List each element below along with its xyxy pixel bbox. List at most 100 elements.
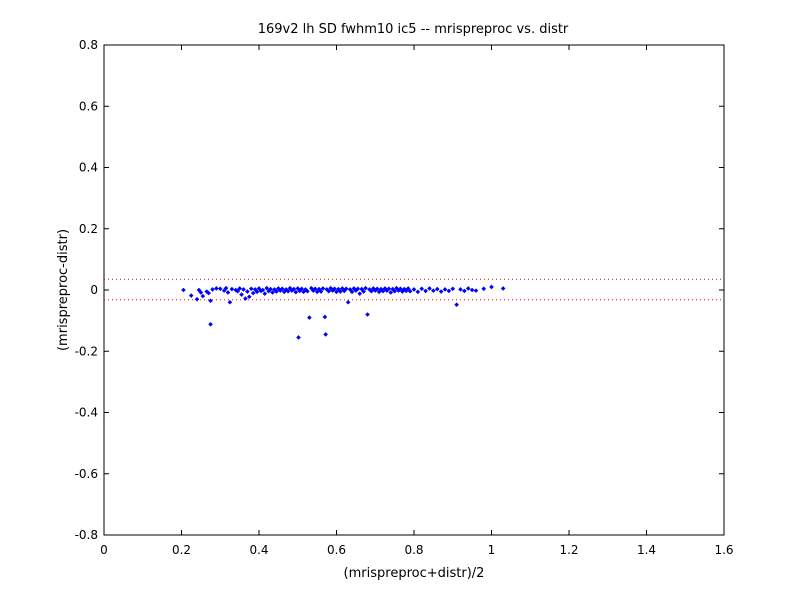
data-point [359, 286, 364, 292]
data-point [241, 287, 246, 292]
data-point [225, 290, 231, 295]
data-point [386, 286, 392, 292]
data-point [274, 289, 279, 294]
data-point [316, 286, 322, 292]
data-point [369, 288, 374, 294]
data-point [489, 284, 494, 290]
data-point [208, 298, 213, 304]
data-point [217, 286, 223, 292]
data-point [194, 296, 200, 302]
data-point [473, 288, 479, 293]
x-tick-label: 0.6 [327, 543, 346, 557]
data-point [320, 286, 326, 291]
data-point [431, 288, 436, 293]
y-tick-label: 0.2 [79, 222, 98, 236]
x-tick-label: 0.8 [404, 543, 423, 557]
x-axis-label: (mrispreproc+distr)/2 [344, 566, 485, 581]
data-point [338, 289, 343, 294]
reference-lines [104, 278, 724, 301]
data-point [279, 286, 285, 292]
data-point [403, 288, 409, 294]
data-point [419, 286, 425, 292]
data-point [188, 293, 194, 298]
data-point [438, 289, 444, 294]
data-point [227, 299, 233, 305]
data-point [235, 288, 240, 294]
data-point [264, 285, 270, 291]
data-point [376, 289, 382, 295]
x-tick-label: 1.2 [559, 543, 578, 557]
data-point [450, 286, 456, 292]
x-tick-label: 1.4 [637, 543, 656, 557]
y-axis-label: (mrispreproc-distr) [56, 229, 71, 351]
data-point [206, 290, 211, 296]
data-point [349, 289, 355, 295]
data-point [307, 315, 312, 320]
data-point [181, 287, 186, 293]
data-point [341, 288, 347, 294]
x-tick-label: 0.2 [172, 543, 191, 557]
data-point [229, 286, 235, 292]
data-point [343, 286, 349, 292]
data-point [322, 314, 328, 320]
data-point [469, 287, 475, 293]
data-point [314, 289, 320, 295]
y-tick-label: 0 [90, 283, 98, 297]
data-point [214, 286, 219, 291]
data-point [374, 286, 380, 292]
data-point [250, 290, 256, 296]
y-tick-label: 0.4 [79, 161, 98, 175]
data-point [268, 286, 273, 292]
chart-title: 169v2 lh SD fwhm10 ic5 -- mrispreproc vs… [258, 22, 569, 37]
data-point [297, 288, 302, 294]
data-point [407, 288, 413, 294]
data-point [208, 322, 213, 327]
data-point [462, 288, 467, 294]
data-point [392, 288, 397, 294]
y-tick-label: -0.8 [75, 528, 98, 542]
x-tick-label: 0.4 [249, 543, 268, 557]
data-point [423, 288, 428, 294]
data-point [323, 332, 328, 337]
data-point [458, 287, 463, 292]
data-point [365, 312, 370, 317]
data-point [266, 288, 271, 294]
data-point [411, 287, 417, 292]
data-point [312, 286, 318, 292]
data-point [427, 286, 432, 291]
data-point [434, 286, 440, 292]
data-point [332, 286, 337, 292]
x-tick-label: 0 [100, 543, 108, 557]
data-point [237, 286, 242, 291]
data-point [223, 285, 229, 291]
data-point [402, 286, 407, 292]
data-point [380, 288, 386, 294]
data-point [336, 286, 341, 292]
y-tick-label: -0.2 [75, 344, 98, 358]
y-tick-label: -0.6 [75, 467, 98, 481]
data-point [363, 285, 368, 291]
data-point [355, 286, 361, 292]
data-point [258, 288, 264, 294]
data-point [243, 296, 248, 301]
data-point [465, 286, 471, 291]
data-point [210, 287, 215, 292]
data-point [454, 302, 459, 307]
data-point [481, 286, 487, 292]
data-points [181, 284, 506, 340]
data-point [388, 290, 394, 295]
data-point [305, 288, 310, 294]
data-point [247, 294, 252, 300]
data-point [361, 289, 366, 294]
data-point [245, 289, 250, 294]
y-tick-label: 0.8 [79, 38, 98, 52]
data-point [398, 286, 403, 292]
data-point [378, 286, 384, 292]
data-point [299, 286, 304, 292]
data-point [260, 287, 266, 293]
x-tick-label: 1 [488, 543, 496, 557]
data-point [239, 292, 244, 297]
data-point [357, 291, 363, 296]
data-point [248, 286, 254, 292]
